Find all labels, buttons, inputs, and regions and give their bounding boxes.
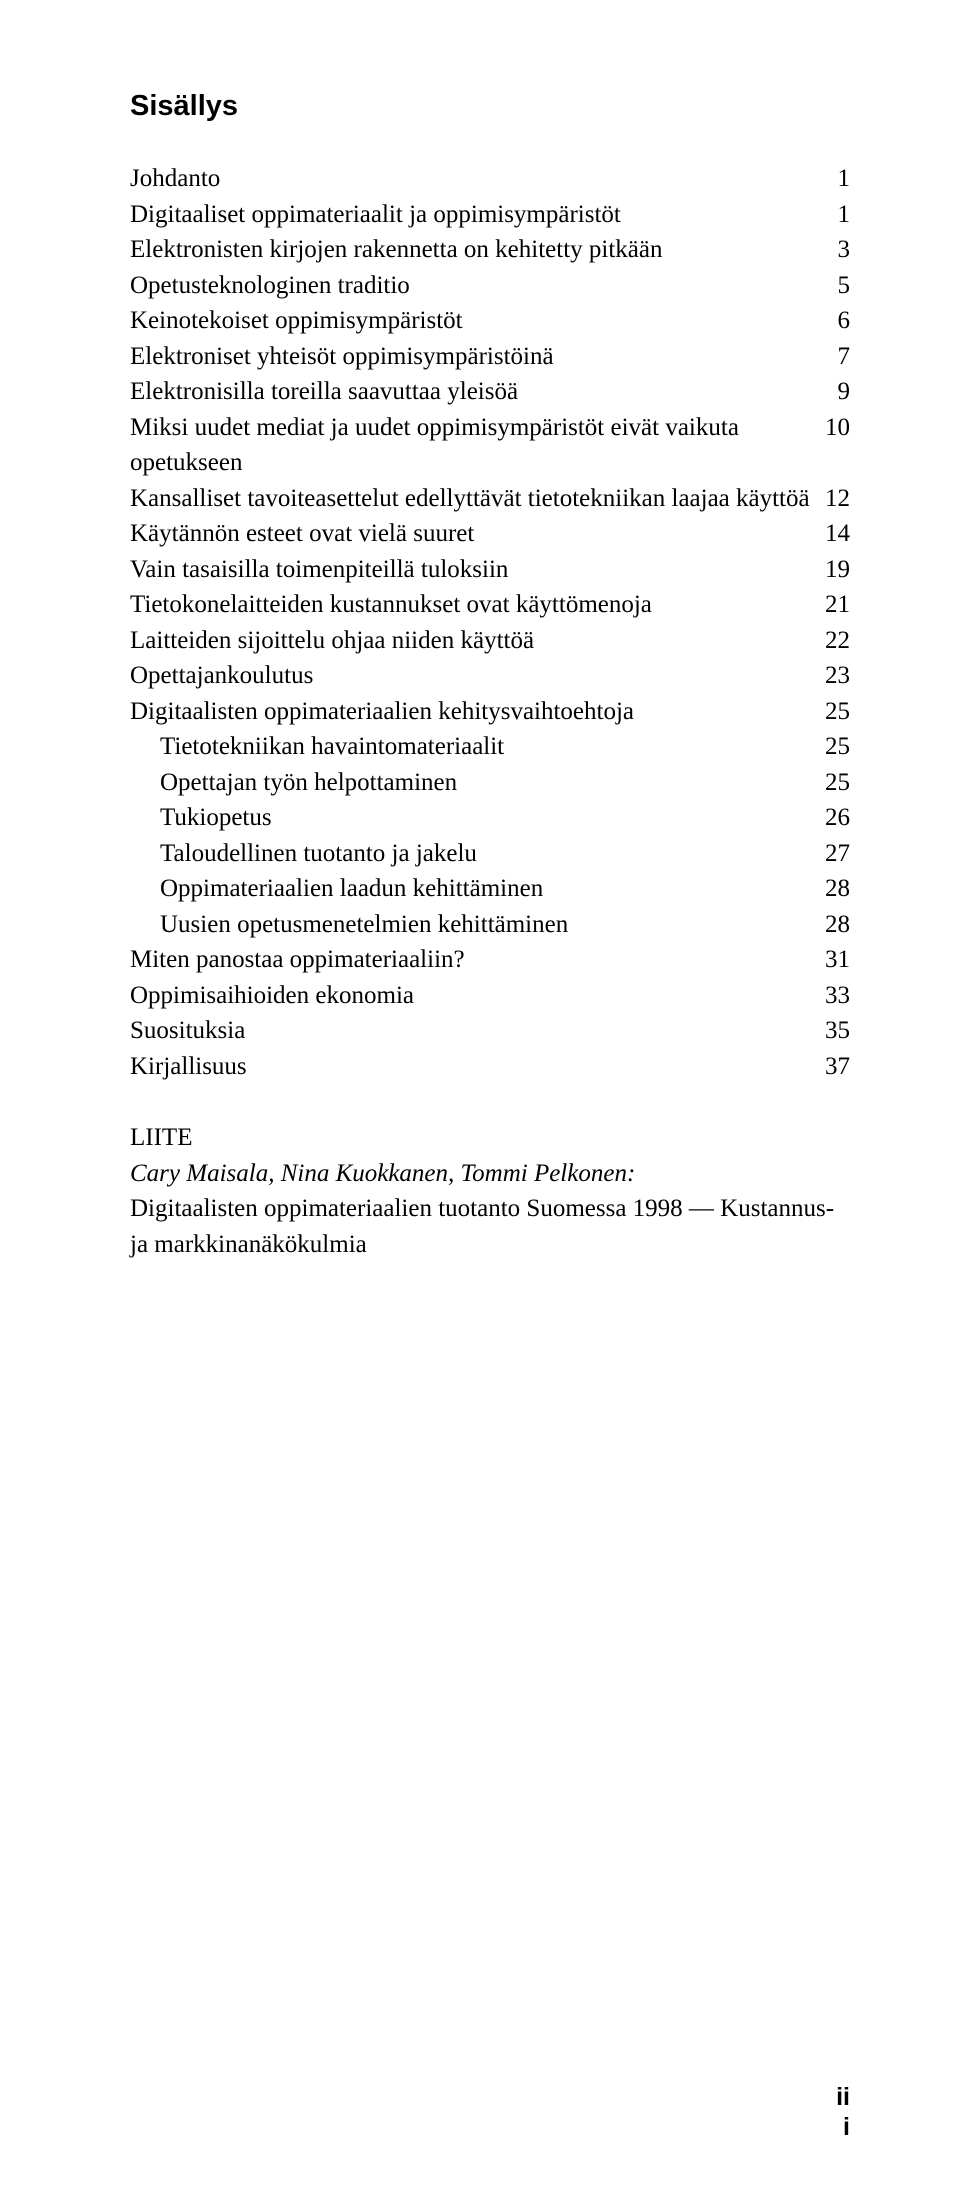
toc-row: Käytännön esteet ovat vielä suuret14 — [130, 516, 850, 552]
toc-page-number: 19 — [817, 552, 850, 588]
toc-page-number: 37 — [817, 1049, 850, 1085]
toc-list: Johdanto1Digitaaliset oppimateriaalit ja… — [130, 161, 850, 1084]
toc-row: Uusien opetusmenetelmien kehittäminen28 — [130, 907, 850, 943]
toc-page-number: 21 — [817, 587, 850, 623]
toc-page-number: 33 — [817, 978, 850, 1014]
toc-row: Digitaalisten oppimateriaalien kehitysva… — [130, 694, 850, 730]
toc-row: Tukiopetus26 — [130, 800, 850, 836]
toc-row: Oppimateriaalien laadun kehittäminen28 — [130, 871, 850, 907]
toc-label: Johdanto — [130, 161, 830, 197]
toc-row: Opettajan työn helpottaminen25 — [130, 765, 850, 801]
toc-row: Miten panostaa oppimateriaaliin?31 — [130, 942, 850, 978]
toc-page-number: 3 — [830, 232, 851, 268]
toc-row: Kirjallisuus37 — [130, 1049, 850, 1085]
toc-label: Kansalliset tavoiteasettelut edellyttävä… — [130, 481, 817, 517]
page-footer: ii i — [130, 2082, 850, 2142]
toc-row: Elektronisilla toreilla saavuttaa yleisö… — [130, 374, 850, 410]
toc-row: Digitaaliset oppimateriaalit ja oppimisy… — [130, 197, 850, 233]
toc-label: Tukiopetus — [130, 800, 817, 836]
toc-label: Elektronisten kirjojen rakennetta on keh… — [130, 232, 830, 268]
toc-label: Miten panostaa oppimateriaaliin? — [130, 942, 817, 978]
toc-page-number: 28 — [817, 871, 850, 907]
toc-title: Sisällys — [130, 90, 850, 123]
toc-label: Digitaalisten oppimateriaalien kehitysva… — [130, 694, 817, 730]
toc-row: Oppimisaihioiden ekonomia33 — [130, 978, 850, 1014]
toc-page-number: 22 — [817, 623, 850, 659]
toc-row: Tietokonelaitteiden kustannukset ovat kä… — [130, 587, 850, 623]
toc-page-number: 25 — [817, 729, 850, 765]
toc-page-number: 28 — [817, 907, 850, 943]
toc-row: Taloudellinen tuotanto ja jakelu27 — [130, 836, 850, 872]
toc-row: Suosituksia35 — [130, 1013, 850, 1049]
toc-label: Uusien opetusmenetelmien kehittäminen — [130, 907, 817, 943]
toc-label: Elektroniset yhteisöt oppimisympäristöin… — [130, 339, 830, 375]
toc-label: Kirjallisuus — [130, 1049, 817, 1085]
toc-label: Elektronisilla toreilla saavuttaa yleisö… — [130, 374, 830, 410]
toc-label: Digitaaliset oppimateriaalit ja oppimisy… — [130, 197, 830, 233]
toc-page-number: 25 — [817, 694, 850, 730]
footer-line-2: i — [130, 2112, 850, 2142]
toc-label: Tietotekniikan havaintomateriaalit — [130, 729, 817, 765]
toc-row: Elektroniset yhteisöt oppimisympäristöin… — [130, 339, 850, 375]
toc-row: Miksi uudet mediat ja uudet oppimisympär… — [130, 410, 850, 481]
appendix-body: Digitaalisten oppimateriaalien tuotanto … — [130, 1191, 850, 1262]
toc-label: Oppimateriaalien laadun kehittäminen — [130, 871, 817, 907]
toc-row: Keinotekoiset oppimisympäristöt6 — [130, 303, 850, 339]
toc-page-number: 7 — [830, 339, 851, 375]
toc-page-number: 1 — [830, 197, 851, 233]
toc-label: Tietokonelaitteiden kustannukset ovat kä… — [130, 587, 817, 623]
toc-label: Suosituksia — [130, 1013, 817, 1049]
toc-label: Opetusteknologinen traditio — [130, 268, 830, 304]
appendix-authors: Cary Maisala, Nina Kuokkanen, Tommi Pelk… — [130, 1156, 850, 1192]
toc-row: Vain tasaisilla toimenpiteillä tuloksiin… — [130, 552, 850, 588]
toc-label: Taloudellinen tuotanto ja jakelu — [130, 836, 817, 872]
toc-page-number: 35 — [817, 1013, 850, 1049]
toc-page-number: 23 — [817, 658, 850, 694]
toc-page-number: 9 — [830, 374, 851, 410]
toc-label: Laitteiden sijoittelu ohjaa niiden käytt… — [130, 623, 817, 659]
appendix-block: LIITE Cary Maisala, Nina Kuokkanen, Tomm… — [130, 1120, 850, 1262]
toc-label: Opettajankoulutus — [130, 658, 817, 694]
toc-page-number: 6 — [830, 303, 851, 339]
toc-page-number: 25 — [817, 765, 850, 801]
toc-label: Miksi uudet mediat ja uudet oppimisympär… — [130, 410, 817, 481]
toc-label: Käytännön esteet ovat vielä suuret — [130, 516, 817, 552]
toc-page-number: 31 — [817, 942, 850, 978]
toc-row: Kansalliset tavoiteasettelut edellyttävä… — [130, 481, 850, 517]
toc-label: Oppimisaihioiden ekonomia — [130, 978, 817, 1014]
toc-page-number: 27 — [817, 836, 850, 872]
toc-page-number: 10 — [817, 410, 850, 446]
toc-label: Opettajan työn helpottaminen — [130, 765, 817, 801]
toc-page-number: 14 — [817, 516, 850, 552]
footer-line-1: ii — [130, 2082, 850, 2112]
toc-row: Tietotekniikan havaintomateriaalit25 — [130, 729, 850, 765]
toc-page-number: 1 — [830, 161, 851, 197]
toc-row: Laitteiden sijoittelu ohjaa niiden käytt… — [130, 623, 850, 659]
toc-page-number: 5 — [830, 268, 851, 304]
appendix-heading: LIITE — [130, 1120, 850, 1156]
toc-row: Elektronisten kirjojen rakennetta on keh… — [130, 232, 850, 268]
toc-label: Vain tasaisilla toimenpiteillä tuloksiin — [130, 552, 817, 588]
toc-row: Opetusteknologinen traditio5 — [130, 268, 850, 304]
toc-label: Keinotekoiset oppimisympäristöt — [130, 303, 830, 339]
toc-row: Johdanto1 — [130, 161, 850, 197]
toc-page-number: 26 — [817, 800, 850, 836]
toc-page-number: 12 — [817, 481, 850, 517]
toc-row: Opettajankoulutus23 — [130, 658, 850, 694]
